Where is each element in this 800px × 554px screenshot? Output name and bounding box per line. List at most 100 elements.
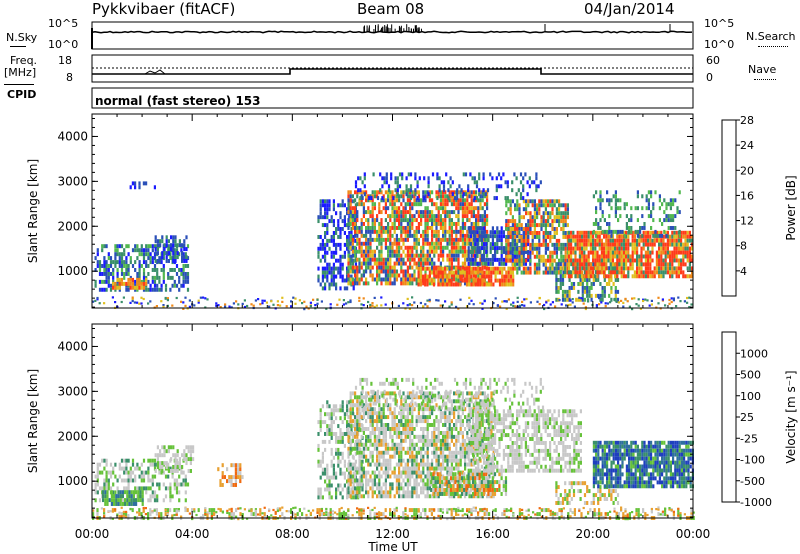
range-gate-cell bbox=[339, 408, 342, 413]
range-gate-cell bbox=[555, 219, 558, 224]
range-gate-cell bbox=[356, 486, 359, 491]
range-gate-cell bbox=[518, 223, 521, 228]
range-gate-cell bbox=[330, 278, 333, 283]
ground-scatter-cell bbox=[197, 299, 200, 302]
range-gate-cell bbox=[417, 257, 420, 262]
range-gate-cell bbox=[454, 282, 458, 287]
range-gate-cell bbox=[431, 210, 434, 215]
range-gate-cell bbox=[319, 491, 322, 496]
range-gate-cell bbox=[98, 470, 102, 475]
ground-scatter-cell bbox=[626, 300, 629, 303]
range-gate-cell bbox=[356, 237, 359, 242]
range-gate-cell bbox=[371, 194, 374, 199]
range-gate-cell bbox=[578, 238, 581, 243]
range-gate-cell bbox=[376, 190, 379, 195]
range-gate-cell bbox=[330, 451, 333, 456]
range-gate-cell bbox=[684, 274, 687, 279]
range-gate-cell bbox=[511, 215, 514, 220]
range-gate-cell bbox=[391, 233, 394, 238]
radar-title: Pykkvibaer (fitACF) bbox=[92, 0, 236, 18]
ground-scatter-cell bbox=[380, 296, 383, 299]
range-gate-cell bbox=[511, 188, 514, 193]
range-gate-cell bbox=[533, 227, 536, 231]
range-gate-cell bbox=[332, 408, 335, 413]
range-gate-cell bbox=[362, 261, 365, 266]
range-gate-cell bbox=[439, 214, 442, 219]
range-gate-cell bbox=[371, 478, 374, 483]
range-gate-cell bbox=[324, 258, 327, 263]
range-gate-cell bbox=[105, 486, 108, 491]
range-gate-cell bbox=[504, 196, 507, 201]
range-gate-cell bbox=[441, 266, 444, 271]
range-gate-cell bbox=[347, 257, 350, 262]
range-gate-cell bbox=[505, 235, 508, 239]
range-gate-cell bbox=[351, 253, 354, 258]
range-gate-cell bbox=[605, 262, 608, 267]
range-gate-cell bbox=[356, 423, 359, 427]
range-gate-cell bbox=[182, 275, 185, 280]
range-gate-cell bbox=[360, 229, 363, 234]
nsearch-tick-top: 10^5 bbox=[704, 17, 735, 30]
range-gate-cell bbox=[98, 272, 102, 276]
range-gate-cell bbox=[420, 261, 423, 266]
range-gate-cell bbox=[480, 226, 483, 231]
ground-scatter-cell bbox=[188, 305, 191, 308]
range-gate-cell bbox=[664, 258, 667, 263]
range-gate-cell bbox=[129, 281, 132, 286]
range-gate-cell bbox=[516, 246, 519, 251]
range-gate-cell bbox=[112, 470, 115, 475]
range-gate-cell bbox=[324, 231, 327, 235]
range-gate-cell bbox=[529, 242, 532, 247]
range-gate-cell bbox=[237, 471, 240, 476]
range-gate-cell bbox=[682, 254, 685, 259]
range-gate-cell bbox=[594, 230, 597, 235]
range-gate-cell bbox=[161, 235, 164, 240]
range-gate-cell bbox=[326, 475, 329, 480]
range-gate-cell bbox=[633, 246, 636, 251]
range-gate-cell bbox=[658, 218, 661, 223]
range-gate-cell bbox=[347, 277, 350, 282]
ground-scatter-cell bbox=[202, 296, 205, 299]
range-gate-cell bbox=[393, 202, 396, 207]
range-gate-cell bbox=[467, 184, 470, 189]
range-gate-cell bbox=[446, 214, 449, 219]
range-gate-cell bbox=[611, 234, 614, 239]
range-gate-cell bbox=[422, 210, 425, 215]
range-gate-cell bbox=[335, 495, 338, 500]
range-gate-cell bbox=[559, 278, 562, 282]
range-gate-cell bbox=[476, 270, 480, 275]
range-gate-cell bbox=[186, 244, 190, 249]
range-gate-cell bbox=[164, 494, 168, 499]
ground-scatter-cell bbox=[147, 302, 150, 305]
range-gate-cell bbox=[389, 249, 392, 254]
range-gate-cell bbox=[406, 202, 409, 207]
range-gate-cell bbox=[641, 226, 644, 230]
range-gate-cell bbox=[131, 462, 135, 467]
ground-scatter-cell bbox=[637, 298, 640, 301]
range-gate-cell bbox=[176, 461, 179, 466]
range-gate-cell bbox=[487, 234, 490, 239]
range-gate-cell bbox=[371, 229, 374, 234]
ground-scatter-cell bbox=[316, 302, 319, 305]
range-gate-cell bbox=[354, 495, 357, 500]
range-gate-cell bbox=[505, 258, 508, 263]
range-gate-cell bbox=[660, 274, 663, 279]
range-gate-cell bbox=[469, 234, 472, 239]
range-gate-cell bbox=[605, 282, 609, 286]
range-gate-cell bbox=[515, 176, 518, 181]
range-gate-cell bbox=[337, 436, 340, 440]
range-gate-cell bbox=[134, 260, 137, 265]
range-gate-cell bbox=[402, 281, 405, 286]
range-gate-cell bbox=[159, 243, 162, 248]
range-gate-cell bbox=[351, 446, 354, 451]
range-gate-cell bbox=[409, 226, 412, 230]
range-gate-cell bbox=[496, 226, 499, 231]
range-gate-cell bbox=[533, 223, 536, 228]
range-gate-cell bbox=[424, 190, 427, 195]
range-gate-cell bbox=[156, 247, 159, 252]
range-gate-cell bbox=[579, 278, 582, 282]
range-gate-cell bbox=[680, 234, 683, 239]
range-gate-cell bbox=[511, 257, 514, 262]
range-gate-cell bbox=[533, 242, 536, 247]
range-gate-cell bbox=[647, 198, 650, 203]
